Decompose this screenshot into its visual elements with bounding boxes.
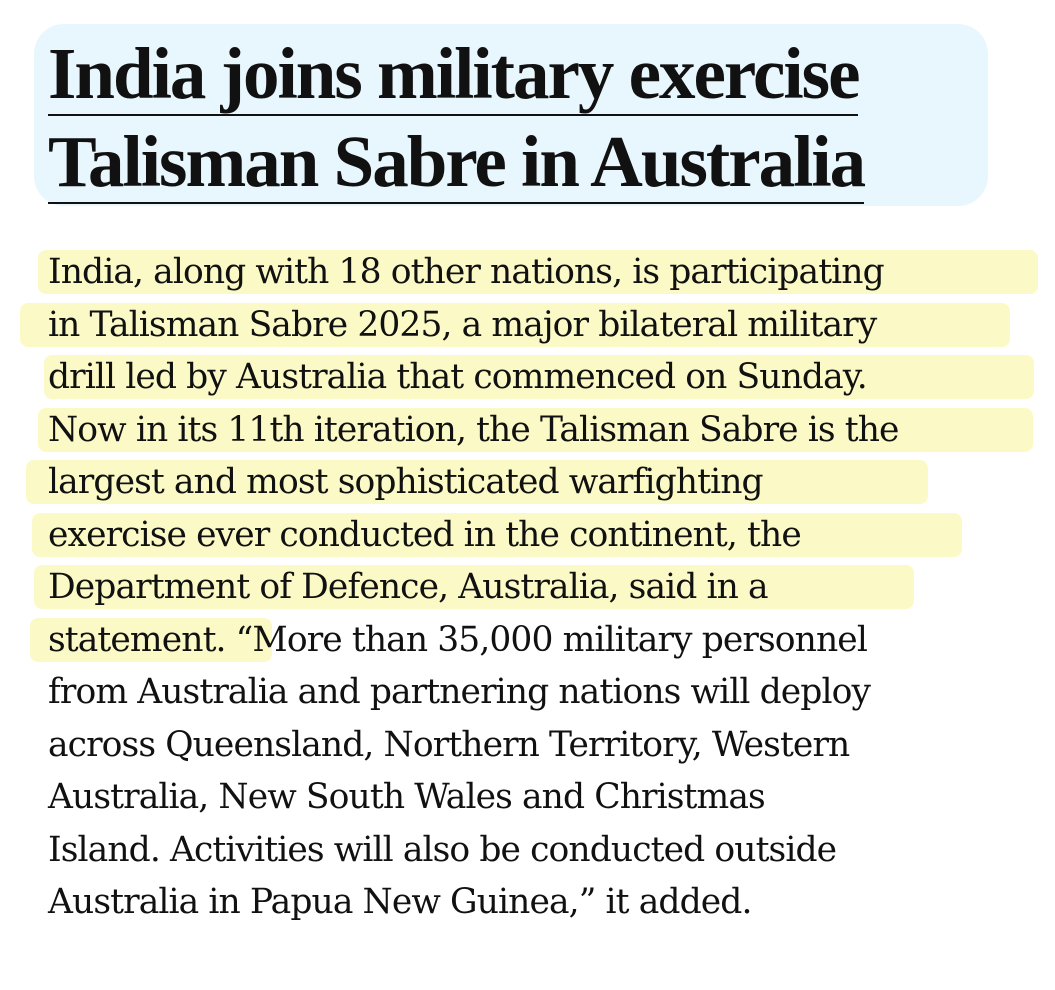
body-line: from Australia and partnering nations wi… bbox=[48, 672, 871, 712]
text-highlight bbox=[34, 565, 914, 609]
body-line: Department of Defence, Australia, said i… bbox=[34, 561, 914, 614]
body-line: exercise ever conducted in the continent… bbox=[32, 509, 962, 562]
body-line: India, along with 18 other nations, is p… bbox=[38, 246, 1038, 299]
text-highlight bbox=[20, 302, 1010, 347]
body-line: across Queensland, Northern Territory, W… bbox=[48, 724, 850, 765]
body-line: Australia in Papua New Guinea,” it added… bbox=[48, 882, 752, 922]
body-line: drill led by Australia that commenced on… bbox=[44, 351, 1034, 404]
headline: India joins military exercise Talisman S… bbox=[48, 30, 866, 206]
text-highlight bbox=[30, 617, 272, 662]
text-highlight bbox=[38, 407, 1033, 452]
body-line: Island. Activities will also be conducte… bbox=[48, 829, 837, 870]
body-line: statement. “More than 35,000 military pe… bbox=[30, 614, 899, 667]
body-line: largest and most sophisticated warfighti… bbox=[26, 456, 928, 509]
text-highlight bbox=[44, 355, 1034, 399]
body-line: Now in its 11th iteration, the Talisman … bbox=[38, 404, 1033, 457]
article-body: India, along with 18 other nations, is p… bbox=[20, 246, 1038, 929]
headline-line-2: Talisman Sabre in Australia bbox=[48, 121, 866, 204]
text-highlight bbox=[32, 512, 962, 557]
headline-line-1: India joins military exercise bbox=[48, 33, 860, 116]
body-line: in Talisman Sabre 2025, a major bilatera… bbox=[20, 299, 1010, 352]
headline-highlight bbox=[34, 24, 988, 206]
text-highlight bbox=[38, 250, 1038, 294]
text-highlight bbox=[26, 460, 928, 504]
body-line: Australia, New South Wales and Christmas bbox=[48, 777, 766, 817]
